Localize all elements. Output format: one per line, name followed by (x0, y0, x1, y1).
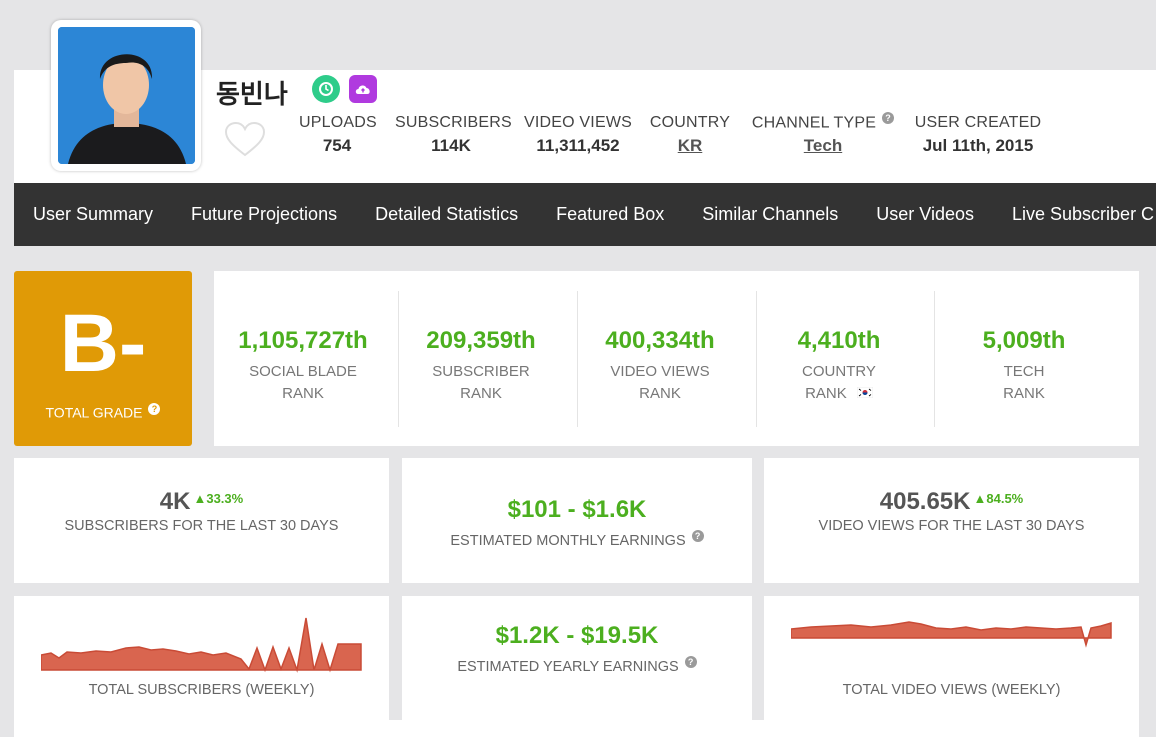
rank-country: 4,410th COUNTRY RANK (750, 271, 928, 446)
nav-user-summary[interactable]: User Summary (33, 204, 154, 224)
help-icon[interactable]: ? (882, 112, 895, 124)
stat-label: VIDEO VIEWS (524, 114, 632, 131)
subscribers-30-days-card: 4K ▲33.3% SUBSCRIBERS FOR THE LAST 30 DAY… (14, 458, 389, 583)
nav-future-projections[interactable]: Future Projections (191, 204, 338, 224)
stat-country: COUNTRY KR (648, 114, 732, 156)
card-label: ESTIMATED MONTHLY EARNINGS (450, 532, 686, 549)
card-label: SUBSCRIBERS FOR THE LAST 30 DAYS (64, 518, 339, 534)
korea-flag-icon (856, 383, 874, 405)
rank-label: VIDEO VIEWS (610, 363, 710, 380)
rank-subscriber: 209,359th SUBSCRIBER RANK (392, 271, 570, 446)
rank-label: COUNTRY (802, 363, 876, 380)
video-views-weekly-card: TOTAL VIDEO VIEWS (WEEKLY) (764, 596, 1139, 720)
country-link[interactable]: KR (677, 136, 703, 155)
nav-featured-box[interactable]: Featured Box (556, 204, 665, 224)
total-grade-box: B- TOTAL GRADE? (14, 271, 192, 446)
clock-badge-icon[interactable] (312, 75, 340, 103)
rank-label: RANK (460, 385, 502, 402)
help-icon[interactable]: ? (684, 656, 697, 668)
video-views-sparkline (791, 621, 1112, 648)
card-label: TOTAL VIDEO VIEWS (WEEKLY) (842, 682, 1061, 698)
subscribers-weekly-card: TOTAL SUBSCRIBERS (WEEKLY) (14, 596, 389, 720)
help-icon[interactable]: ? (148, 403, 161, 415)
card-label: VIDEO VIEWS FOR THE LAST 30 DAYS (818, 518, 1085, 534)
stat-value: Jul 11th, 2015 (922, 136, 1034, 155)
nav-detailed-statistics[interactable]: Detailed Statistics (375, 204, 519, 224)
card-value: $1.2K - $19.5K (495, 622, 659, 649)
stat-uploads: UPLOADS 754 (299, 114, 377, 156)
rank-social-blade: 1,105,727th SOCIAL BLADE RANK (214, 271, 392, 446)
stat-label: COUNTRY (649, 114, 731, 131)
stat-user-created: USER CREATED Jul 11th, 2015 (914, 114, 1042, 156)
rank-label: RANK (639, 385, 681, 402)
divider (577, 291, 578, 427)
ranks-panel: 1,105,727th SOCIAL BLADE RANK 209,359th S… (214, 271, 1139, 446)
rank-value: 4,410th (797, 327, 881, 354)
rank-value: 5,009th (982, 327, 1066, 354)
rank-tech: 5,009th TECH RANK (935, 271, 1113, 446)
card-value: 405.65K (879, 488, 971, 515)
grade-label: TOTAL GRADE (45, 404, 143, 421)
nav-live-subscriber-count[interactable]: Live Subscriber C (1012, 204, 1155, 224)
heart-icon[interactable] (224, 121, 266, 158)
card-value: $101 - $1.6K (507, 496, 647, 523)
left-strip (0, 0, 14, 737)
divider (756, 291, 757, 427)
stat-value: 114K (431, 136, 471, 155)
rank-label: RANK (1003, 385, 1045, 402)
stat-channel-type: CHANNEL TYPE? Tech (748, 112, 898, 156)
stat-video-views: VIDEO VIEWS 11,311,452 (524, 114, 632, 156)
nav-bar: User Summary Future Projections Detailed… (14, 183, 1156, 246)
rank-value: 209,359th (426, 327, 536, 354)
card-delta: ▲33.3% (193, 490, 244, 506)
stat-value: 11,311,452 (536, 136, 620, 155)
delta-value: 84.5% (986, 490, 1024, 506)
yearly-earnings-card: $1.2K - $19.5K ESTIMATED YEARLY EARNINGS… (402, 596, 752, 720)
card-delta: ▲84.5% (973, 490, 1024, 506)
sparkline-area (791, 621, 1112, 648)
subscribers-sparkline (41, 617, 362, 673)
stat-label: CHANNEL TYPE (751, 114, 877, 132)
stat-label: SUBSCRIBERS (395, 114, 512, 131)
grade-letter: B- (59, 298, 147, 389)
rank-label: SOCIAL BLADE (249, 363, 357, 380)
rank-label: RANK (282, 385, 324, 402)
avatar-frame (51, 20, 201, 171)
stat-value: 754 (322, 136, 352, 155)
channel-type-link[interactable]: Tech (803, 136, 843, 156)
divider (398, 291, 399, 427)
cloud-upload-badge-icon[interactable] (349, 75, 377, 103)
help-icon[interactable]: ? (691, 530, 704, 542)
nav-user-videos[interactable]: User Videos (876, 204, 974, 224)
card-label: ESTIMATED YEARLY EARNINGS (457, 658, 679, 675)
video-views-30-days-card: 405.65K ▲84.5% VIDEO VIEWS FOR THE LAST 3… (764, 458, 1139, 583)
stat-label: UPLOADS (299, 114, 377, 131)
rank-video-views: 400,334th VIDEO VIEWS RANK (571, 271, 749, 446)
channel-name: 동빈나 (216, 79, 288, 109)
rank-label: TECH (1003, 363, 1045, 380)
monthly-earnings-card: $101 - $1.6K ESTIMATED MONTHLY EARNINGS? (402, 458, 752, 583)
rank-value: 400,334th (605, 327, 715, 354)
rank-label: SUBSCRIBER (432, 363, 530, 380)
channel-header (14, 70, 1156, 183)
nav-similar-channels[interactable]: Similar Channels (702, 204, 839, 224)
stat-label: USER CREATED (914, 114, 1042, 131)
rank-value: 1,105,727th (238, 327, 368, 354)
card-label: TOTAL SUBSCRIBERS (WEEKLY) (88, 682, 315, 698)
card-value: 4K (159, 488, 191, 515)
stat-subscribers: SUBSCRIBERS 114K (395, 114, 512, 156)
divider (934, 291, 935, 427)
bottom-panel-edge (14, 720, 1139, 737)
avatar (58, 27, 195, 164)
sparkline-area (41, 617, 362, 673)
delta-value: 33.3% (206, 490, 244, 506)
rank-label: RANK (805, 385, 847, 402)
